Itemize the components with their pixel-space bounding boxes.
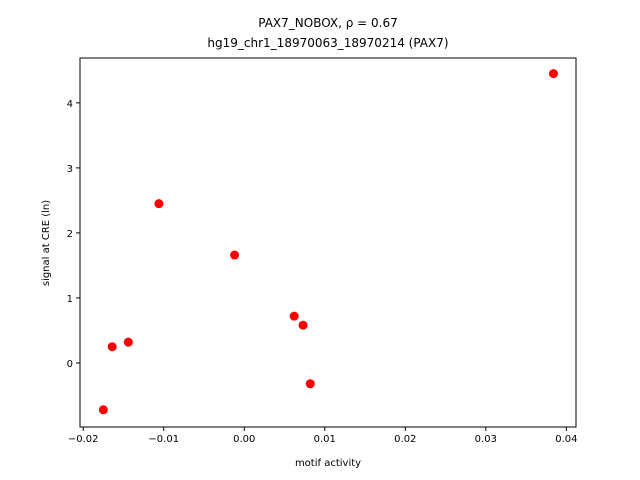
point xyxy=(123,337,133,347)
x-tick-label: 0.02 xyxy=(394,434,416,445)
x-tick-label: −0.02 xyxy=(68,434,99,445)
point xyxy=(230,250,240,260)
point xyxy=(154,199,164,209)
y-tick-label: 4 xyxy=(67,99,73,110)
point xyxy=(548,69,558,79)
x-tick-label: −0.01 xyxy=(148,434,179,445)
point xyxy=(98,405,108,415)
x-tick-label: 0.04 xyxy=(555,434,577,445)
x-tick-label: 0.00 xyxy=(233,434,255,445)
plot-frame xyxy=(79,57,577,428)
chart-title: PAX7_NOBOX, ρ = 0.67 xyxy=(258,16,398,30)
point xyxy=(305,379,315,389)
y-tick-label: 2 xyxy=(67,229,73,240)
point xyxy=(298,320,308,330)
y-axis-label: signal at CRE (ln) xyxy=(41,200,52,286)
x-axis-label: motif activity xyxy=(295,458,361,469)
x-tick-label: 0.01 xyxy=(314,434,336,445)
point xyxy=(107,342,117,352)
y-tick-label: 1 xyxy=(67,294,73,305)
y-tick-label: 0 xyxy=(67,359,73,370)
chart-subtitle: hg19_chr1_18970063_18970214 (PAX7) xyxy=(207,36,448,50)
point xyxy=(289,311,299,321)
y-tick-label: 3 xyxy=(67,164,73,175)
x-tick-label: 0.03 xyxy=(475,434,497,445)
